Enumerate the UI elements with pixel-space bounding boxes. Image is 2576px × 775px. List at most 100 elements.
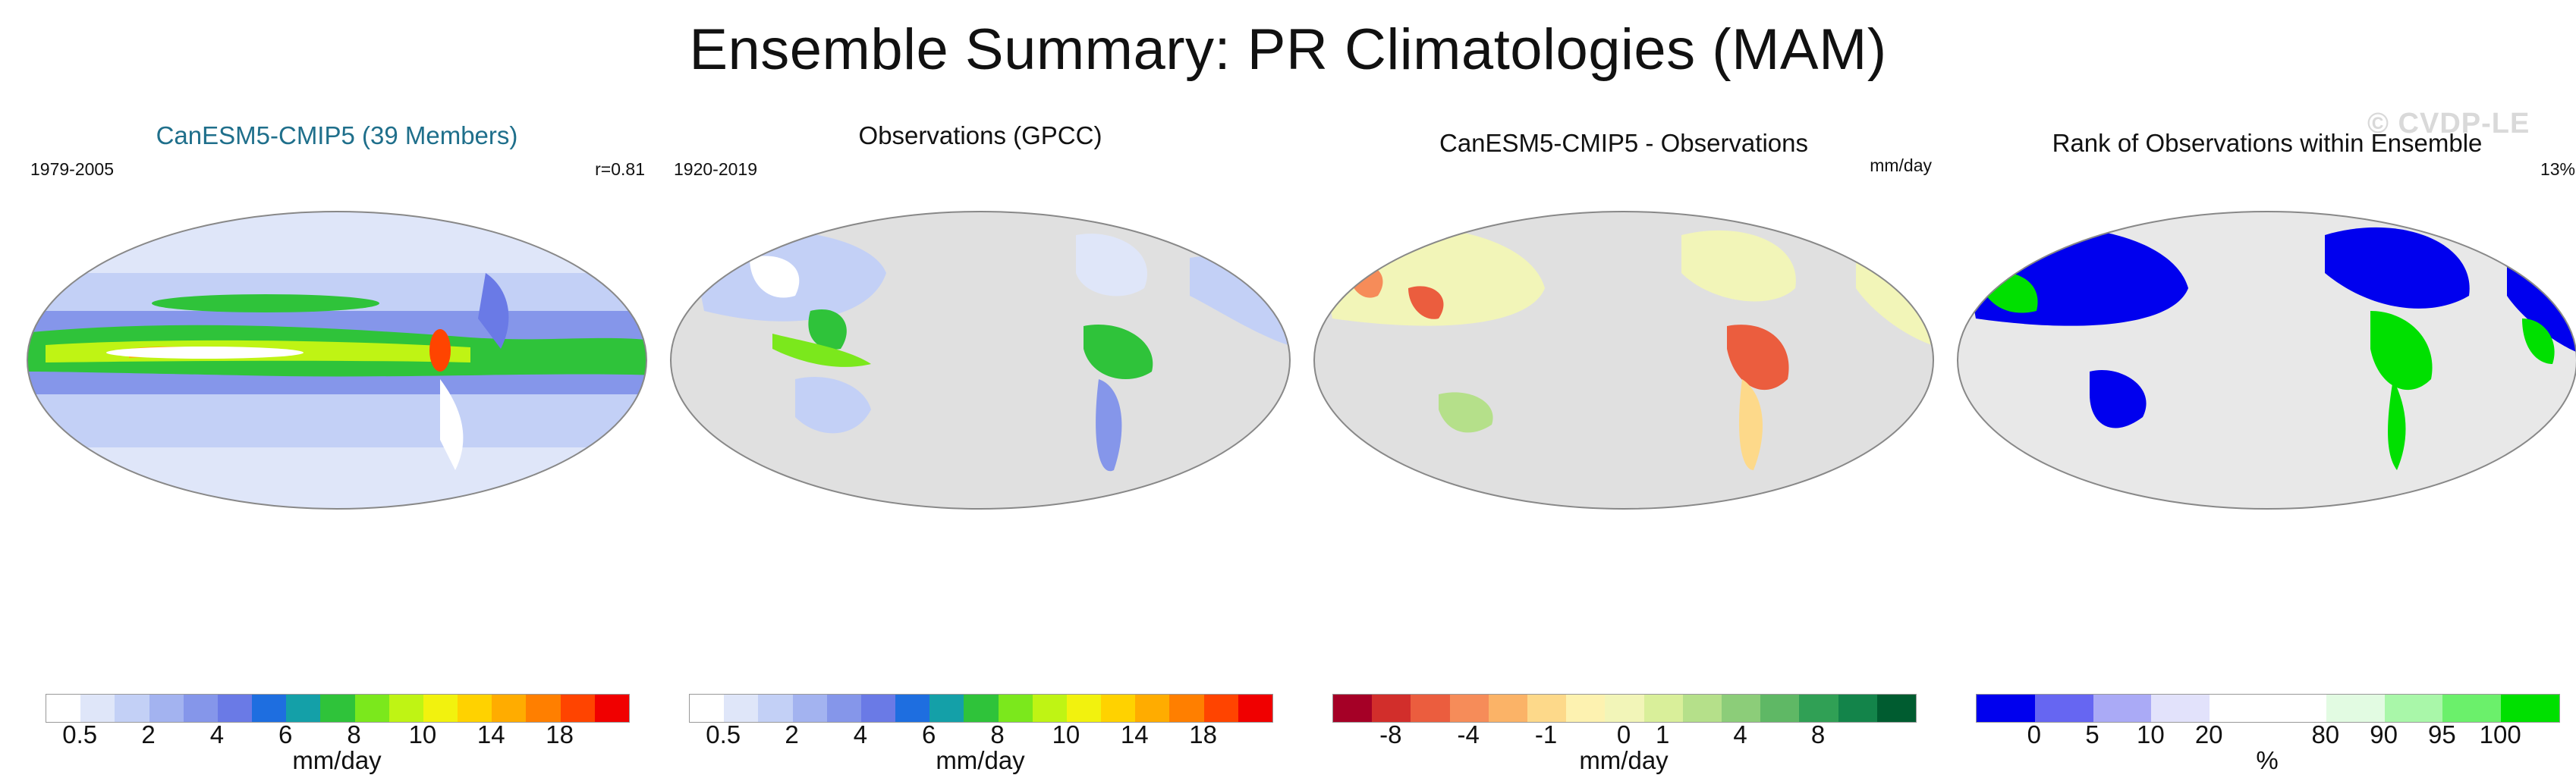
map-observations bbox=[670, 211, 1291, 510]
colorbar-segment bbox=[1032, 695, 1067, 722]
colorbar-segment bbox=[1527, 695, 1567, 722]
colorbar-tick-label: 90 bbox=[2370, 720, 2398, 748]
colorbar-segment bbox=[1643, 695, 1683, 722]
map-rank bbox=[1957, 211, 2576, 510]
colorbar-segment bbox=[1799, 695, 1838, 722]
colorbar-segment bbox=[252, 695, 287, 722]
colorbar-segment bbox=[115, 695, 149, 722]
colorbar-segment bbox=[2210, 695, 2268, 722]
figure-title: Ensemble Summary: PR Climatologies (MAM) bbox=[689, 17, 1887, 82]
colorbar-segment bbox=[526, 695, 561, 722]
colorbar-segment bbox=[2326, 695, 2385, 722]
colorbar-rank bbox=[1976, 694, 2560, 723]
colorbar-tick-label: 0 bbox=[1616, 720, 1631, 748]
colorbar-segment bbox=[964, 695, 999, 722]
colorbar-segment bbox=[1203, 695, 1238, 722]
colorbar-segment bbox=[1722, 695, 1761, 722]
colorbar-segment bbox=[1169, 695, 1204, 722]
colorbar-segment bbox=[724, 695, 759, 722]
colorbar-segment bbox=[929, 695, 964, 722]
colorbar-tick-label: 0.5 bbox=[706, 720, 741, 748]
colorbar-segment bbox=[1760, 695, 1800, 722]
colorbar-segment bbox=[1838, 695, 1877, 722]
colorbar-segment bbox=[458, 695, 492, 722]
colorbar-segment bbox=[46, 695, 81, 722]
colorbar-segment bbox=[2093, 695, 2152, 722]
colorbar-segment bbox=[895, 695, 930, 722]
panel-rank: Rank of Observations within Ensemble 13%… bbox=[1945, 121, 2576, 774]
colorbar-observations bbox=[689, 694, 1273, 723]
colorbar-units-rank: % bbox=[2256, 746, 2279, 774]
colorbar-segment bbox=[1682, 695, 1722, 722]
period-label-observations: 1920-2019 bbox=[674, 159, 757, 179]
colorbar-tick-label: 14 bbox=[477, 720, 505, 748]
colorbar-segment bbox=[320, 695, 355, 722]
colorbar-units-observations: mm/day bbox=[936, 746, 1025, 774]
colorbar-segment bbox=[1372, 695, 1411, 722]
colorbar-segment bbox=[1101, 695, 1136, 722]
colorbar-segment bbox=[758, 695, 793, 722]
colorbar-tick-label: 4 bbox=[209, 720, 225, 748]
colorbar-segment bbox=[1876, 695, 1917, 722]
rank-percent-label: 13% bbox=[2540, 159, 2575, 179]
colorbar-segment bbox=[149, 695, 184, 722]
colorbar-tick-label: 18 bbox=[546, 720, 574, 748]
colorbar-tick-label: 95 bbox=[2428, 720, 2456, 748]
colorbar-tick-label: 4 bbox=[1733, 720, 1747, 748]
colorbar-segment bbox=[354, 695, 389, 722]
panel-title-observations: Observations (GPCC) bbox=[858, 121, 1102, 149]
colorbar-tick-label: 80 bbox=[2311, 720, 2340, 748]
colorbar-tick-label: 4 bbox=[853, 720, 868, 748]
map-difference bbox=[1313, 211, 1934, 510]
colorbar-tick-label: 100 bbox=[2479, 720, 2521, 748]
colorbar-tick-label: 6 bbox=[278, 720, 293, 748]
colorbar-tick-label: 10 bbox=[1052, 720, 1080, 748]
colorbar-segment bbox=[286, 695, 321, 722]
colorbar-segment bbox=[1449, 695, 1489, 722]
colorbar-tick-label: 0 bbox=[2027, 720, 2041, 748]
colorbar-tick-label: 10 bbox=[2137, 720, 2165, 748]
colorbar-tick-label: 18 bbox=[1189, 720, 1217, 748]
colorbar-segment bbox=[2384, 695, 2443, 722]
colorbar-segment bbox=[2442, 695, 2502, 722]
colorbar-tick-label: 5 bbox=[2085, 720, 2099, 748]
colorbar-segment bbox=[1488, 695, 1528, 722]
colorbar-tick-label: 10 bbox=[408, 720, 437, 748]
colorbar-segment bbox=[1135, 695, 1170, 722]
period-label-model: 1979-2005 bbox=[30, 159, 114, 179]
panel-title-model: CanESM5-CMIP5 (39 Members) bbox=[156, 121, 518, 149]
colorbar-tick-label: 1 bbox=[1656, 720, 1670, 748]
colorbar-segment bbox=[423, 695, 458, 722]
colorbar-segment bbox=[217, 695, 253, 722]
watermark: © CVDP-LE bbox=[2367, 108, 2530, 140]
colorbar-segment bbox=[1411, 695, 1450, 722]
colorbar-segment bbox=[792, 695, 827, 722]
colorbar-segment bbox=[594, 695, 629, 722]
colorbar-tick-label: 20 bbox=[2194, 720, 2223, 748]
colorbar-segment bbox=[1333, 695, 1373, 722]
colorbar-segment bbox=[998, 695, 1033, 722]
panel-difference: CanESM5-CMIP5 - Observations mm/day -8 -4… bbox=[1302, 121, 1945, 774]
colorbar-tick-label: 0.5 bbox=[62, 720, 98, 748]
colorbar-segment bbox=[1066, 695, 1102, 722]
panel-title-difference: CanESM5-CMIP5 - Observations bbox=[1439, 129, 1808, 157]
colorbar-segment bbox=[2034, 695, 2093, 722]
colorbar-tick-label: 6 bbox=[922, 720, 936, 748]
colorbar-segment bbox=[388, 695, 423, 722]
colorbar-tick-label: 2 bbox=[785, 720, 799, 748]
colorbar-segment bbox=[1977, 695, 2035, 722]
panel-model: CanESM5-CMIP5 (39 Members) 1979-2005 r=0… bbox=[15, 121, 659, 774]
colorbar-segment bbox=[1605, 695, 1644, 722]
map-model bbox=[27, 211, 647, 510]
colorbar-segment bbox=[560, 695, 595, 722]
colorbar-tick-label: -4 bbox=[1457, 720, 1480, 748]
colorbar-tick-label: -8 bbox=[1379, 720, 1402, 748]
colorbar-tick-label: 8 bbox=[1810, 720, 1826, 748]
colorbar-segment bbox=[1238, 695, 1272, 722]
panel-observations: Observations (GPCC) 1920-2019 0.5 2 4 6 8 10 1… bbox=[659, 121, 1302, 774]
colorbar-segment bbox=[860, 695, 896, 722]
colorbar-model bbox=[46, 694, 630, 723]
colorbar-difference bbox=[1332, 694, 1917, 723]
colorbar-segment bbox=[492, 695, 527, 722]
colorbar-segment bbox=[2501, 695, 2559, 722]
